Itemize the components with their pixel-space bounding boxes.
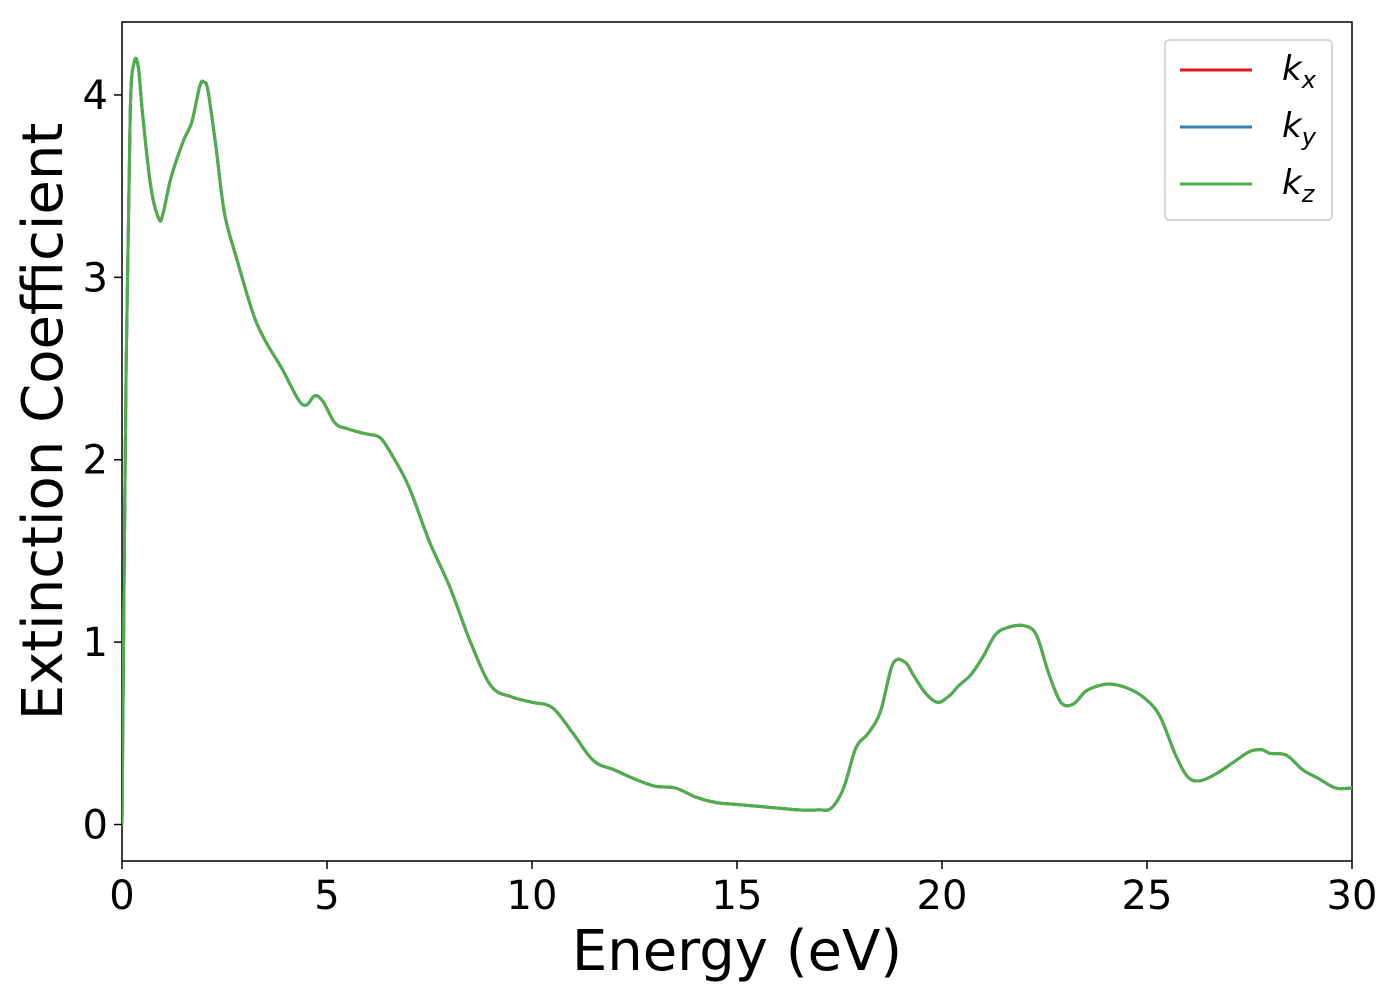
x-tick-label: 30	[1327, 873, 1378, 919]
legend-label-ky: ky	[1282, 106, 1317, 151]
y-tick-label: 3	[83, 255, 108, 301]
series-layer	[122, 56, 1352, 827]
x-tick-label: 20	[917, 873, 968, 919]
legend-label-kx: kx	[1282, 49, 1317, 94]
x-tick-label: 10	[507, 873, 558, 919]
x-tick-label: 15	[712, 873, 763, 919]
x-axis-ticks: 0 5 10 15 20 25 30	[109, 861, 1377, 919]
y-axis-ticks: 0 1 2 3 4	[83, 73, 122, 849]
x-tick-label: 25	[1122, 873, 1173, 919]
series-line-k-z	[122, 56, 1352, 827]
y-tick-label: 0	[83, 803, 108, 849]
x-tick-label: 5	[314, 873, 339, 919]
y-tick-label: 4	[83, 73, 108, 119]
y-tick-label: 1	[83, 620, 108, 666]
y-axis-title: Extinction Coefficient	[11, 123, 76, 721]
legend-box	[1164, 39, 1333, 221]
x-axis-title: Energy (eV)	[572, 919, 902, 984]
y-tick-label: 2	[83, 438, 108, 484]
x-tick-label: 0	[109, 873, 134, 919]
